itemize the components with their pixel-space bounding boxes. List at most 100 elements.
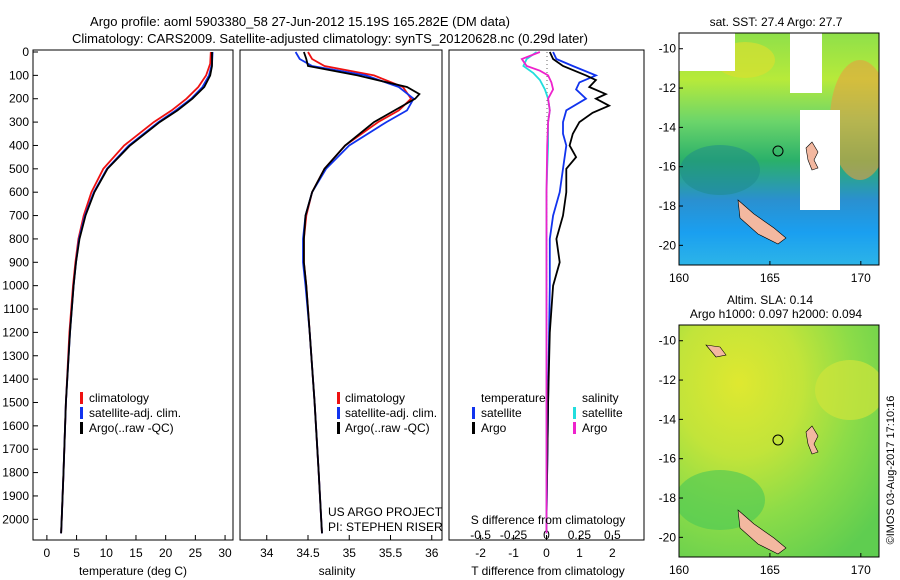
sst-cool-patch xyxy=(680,145,760,195)
sla-high-patch xyxy=(815,360,879,420)
y-tick-label: 500 xyxy=(9,162,29,176)
island xyxy=(805,141,819,171)
y-tick-label: 0 xyxy=(22,45,29,59)
island xyxy=(737,509,787,555)
sst-nodata xyxy=(679,33,735,71)
y-tick-label: 200 xyxy=(9,92,29,106)
x-tick-label: 0 xyxy=(44,546,51,560)
x-tick-label: 35.5 xyxy=(379,546,403,560)
y-tick-label: 1400 xyxy=(2,372,29,386)
island xyxy=(805,425,819,455)
y-tick-label: 900 xyxy=(9,255,29,269)
legend-swatch-t-satellite xyxy=(472,407,475,419)
salinity-xlabel: salinity xyxy=(319,564,356,578)
map-y-tick-label: -20 xyxy=(659,238,677,252)
difference-legend: temperature satellite Argo salinity sate… xyxy=(472,391,623,435)
x-tick-label: 30 xyxy=(218,546,232,560)
x-tick-label: 34.5 xyxy=(296,546,320,560)
y-tick-label: 1200 xyxy=(2,325,29,339)
sla-map: Altim. SLA: 0.14 Argo h1000: 0.097 h2000… xyxy=(659,293,880,577)
imos-credit: ©IMOS 03-Aug-2017 17:10:16 xyxy=(885,396,897,545)
x-tick-label: 1 xyxy=(576,546,583,560)
x-tick-label: 35 xyxy=(343,546,357,560)
s-difference-label: S difference from climatology xyxy=(471,513,626,527)
map-y-tick-label: -16 xyxy=(659,452,677,466)
legend-swatch-satellite xyxy=(337,407,340,419)
sst-map-title: sat. SST: 27.4 Argo: 27.7 xyxy=(710,15,843,29)
map-x-tick-label: 160 xyxy=(669,271,689,285)
x-tick-label: 10 xyxy=(100,546,114,560)
y-tick-label: 1900 xyxy=(2,489,29,503)
map-y-tick-label: -18 xyxy=(659,199,677,213)
depth-axis-ticks: 0 100 200 300 400 500 600 700 800 900 1000 1100 1200… xyxy=(2,45,38,526)
legend-swatch-t-argo xyxy=(472,422,475,434)
series-line-temperature-satellite xyxy=(545,51,599,534)
map-x-tick-label: 170 xyxy=(851,563,871,577)
island xyxy=(737,199,787,245)
legend-s-satellite: satellite xyxy=(582,406,623,420)
y-tick-label: 2000 xyxy=(2,512,29,526)
legend-s-argo: Argo xyxy=(582,421,608,435)
legend-t-argo: Argo xyxy=(481,421,507,435)
map-y-tick-label: -14 xyxy=(659,120,677,134)
x-tick-label: -2 xyxy=(475,546,486,560)
t-difference-label: T difference from climatology xyxy=(471,564,625,578)
y-tick-label: 300 xyxy=(9,115,29,129)
map-y-tick-label: -10 xyxy=(659,334,677,348)
project-annotation: US ARGO PROJECT xyxy=(328,505,443,519)
series-line-temperature-argo xyxy=(545,51,612,534)
legend-temperature-heading: temperature xyxy=(481,391,546,405)
y-tick-label: 1000 xyxy=(2,279,29,293)
map-y-tick-label: -10 xyxy=(659,42,677,56)
salinity-legend: climatology satellite-adj. clim. Argo(..… xyxy=(337,391,437,435)
sla-map-title2: Argo h1000: 0.097 h2000: 0.094 xyxy=(690,307,862,321)
legend-satellite: satellite-adj. clim. xyxy=(89,406,181,420)
sla-low-patch xyxy=(679,470,765,530)
map-x-tick-label: 165 xyxy=(760,563,780,577)
top-tick-label: -0.25 xyxy=(500,528,528,542)
series-line-argo-raw-qc- xyxy=(60,52,213,534)
difference-panel: -2 -1 0 1 2 -0.5 -0.25 0 0.25 0.5 S difference fr… xyxy=(448,49,645,578)
top-tick-label: 0.25 xyxy=(568,528,592,542)
temperature-xlabel: temperature (deg C) xyxy=(79,564,187,578)
sla-map-title1: Altim. SLA: 0.14 xyxy=(727,293,813,307)
legend-swatch-climatology xyxy=(337,392,340,404)
temperature-legend: climatology satellite-adj. clim. Argo(..… xyxy=(80,391,181,435)
sst-nodata xyxy=(790,33,822,93)
y-tick-label: 1700 xyxy=(2,442,29,456)
map-y-tick-label: -16 xyxy=(659,160,677,174)
legend-swatch-climatology xyxy=(80,392,83,404)
legend-swatch-s-satellite xyxy=(573,407,576,419)
legend-swatch-argo xyxy=(80,422,83,434)
x-tick-label: 15 xyxy=(129,546,143,560)
map-y-tick-label: -12 xyxy=(659,81,677,95)
y-tick-label: 1100 xyxy=(3,302,29,316)
legend-swatch-argo xyxy=(337,422,340,434)
top-tick-label: -0.5 xyxy=(470,528,491,542)
legend-climatology: climatology xyxy=(89,391,149,405)
salinity-axis-ticks: 34 34.5 35 35.5 36 xyxy=(260,535,439,560)
map-y-tick-label: -14 xyxy=(659,412,677,426)
top-tick-label: 0 xyxy=(543,528,550,542)
island xyxy=(705,344,727,358)
argo-location-marker xyxy=(772,145,784,157)
sst-warm-patch-east xyxy=(830,60,879,180)
salinity-series xyxy=(294,51,421,534)
x-tick-label: 2 xyxy=(609,546,616,560)
title-line2: Climatology: CARS2009. Satellite-adjuste… xyxy=(72,31,588,46)
y-tick-label: 1500 xyxy=(2,395,29,409)
legend-climatology: climatology xyxy=(345,391,405,405)
y-tick-label: 1800 xyxy=(2,466,29,480)
title-line1: Argo profile: aoml 5903380_58 27-Jun-201… xyxy=(90,14,510,29)
legend-argo: Argo(..raw -QC) xyxy=(89,421,174,435)
y-tick-label: 1600 xyxy=(2,419,29,433)
x-tick-label: 20 xyxy=(159,546,173,560)
legend-salinity-heading: salinity xyxy=(582,391,619,405)
argo-location-marker xyxy=(772,434,784,446)
x-tick-label: 36 xyxy=(425,546,439,560)
pi-annotation: PI: STEPHEN RISER xyxy=(328,520,443,534)
difference-series xyxy=(520,51,612,534)
legend-satellite: satellite-adj. clim. xyxy=(345,406,437,420)
difference-axis-ticks: -2 -1 0 1 2 -0.5 -0.25 0 0.25 0.5 xyxy=(470,528,621,560)
map-x-tick-label: 165 xyxy=(760,271,780,285)
